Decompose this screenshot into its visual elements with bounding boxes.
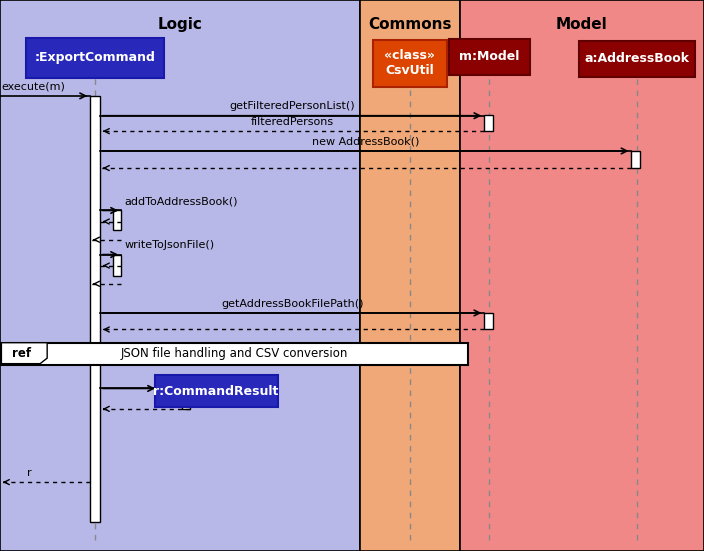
Text: getAddressBookFilePath(): getAddressBookFilePath() [221, 299, 363, 309]
Bar [460, 0, 704, 551]
Polygon shape [1, 343, 47, 364]
Bar [0, 0, 360, 551]
Text: r:CommandResult: r:CommandResult [153, 385, 279, 398]
Bar [360, 0, 460, 551]
Bar [113, 210, 121, 230]
Text: Model: Model [555, 17, 608, 33]
Text: getFilteredPersonList(): getFilteredPersonList() [230, 101, 355, 111]
Bar [484, 313, 493, 329]
Bar [182, 388, 190, 409]
Text: r: r [27, 468, 32, 478]
FancyBboxPatch shape [27, 38, 163, 78]
Bar [1, 343, 468, 365]
Text: «class»
CsvUtil: «class» CsvUtil [384, 50, 435, 77]
Bar [484, 115, 493, 131]
Text: ref: ref [13, 347, 32, 360]
Text: new AddressBook(): new AddressBook() [312, 137, 420, 147]
Text: execute(m): execute(m) [1, 82, 65, 91]
FancyBboxPatch shape [373, 40, 446, 87]
Text: Commons: Commons [368, 17, 451, 33]
FancyBboxPatch shape [579, 41, 696, 77]
Text: JSON file handling and CSV conversion: JSON file handling and CSV conversion [121, 347, 348, 360]
Bar [631, 151, 640, 168]
FancyBboxPatch shape [449, 39, 530, 74]
Bar [90, 96, 100, 522]
FancyBboxPatch shape [155, 375, 277, 407]
Bar [113, 255, 121, 276]
Text: m:Model: m:Model [459, 50, 520, 63]
Text: addToAddressBook(): addToAddressBook() [125, 196, 238, 206]
Text: filteredPersons: filteredPersons [251, 117, 334, 127]
Text: writeToJsonFile(): writeToJsonFile() [125, 240, 215, 250]
Text: Logic: Logic [158, 17, 203, 33]
Text: a:AddressBook: a:AddressBook [584, 52, 690, 66]
Text: :ExportCommand: :ExportCommand [34, 51, 156, 64]
